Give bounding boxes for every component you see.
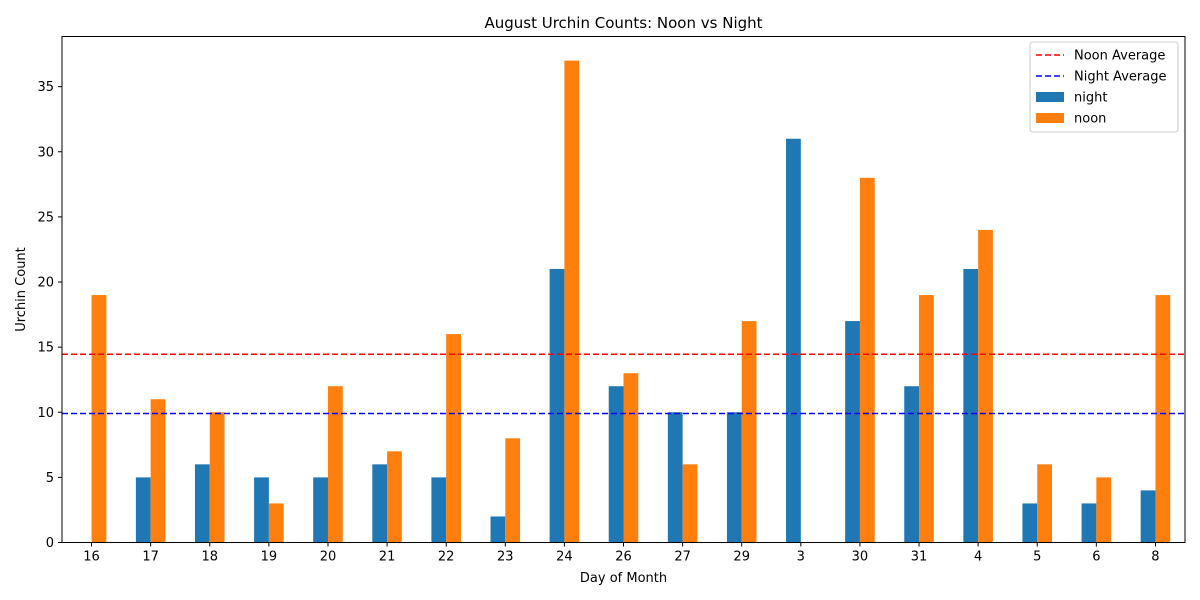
y-tick-label: 15 (37, 341, 54, 356)
bar-noon-23 (505, 438, 521, 543)
bar-noon-24 (564, 60, 580, 543)
legend-box (1029, 41, 1179, 133)
bar-noon-17 (150, 399, 166, 543)
bar-night-30 (845, 321, 860, 543)
bar-night-18 (194, 464, 210, 543)
y-axis: 0 5 10 15 20 25 30 35 (37, 80, 62, 551)
bar-night-29 (726, 412, 742, 543)
bar-night-20 (313, 477, 328, 543)
x-tick-label: 29 (733, 550, 750, 565)
legend-label: Night Average (1074, 70, 1166, 85)
y-tick-label: 5 (46, 471, 54, 486)
bar-noon-6 (1096, 477, 1112, 543)
bar-noon-16 (91, 295, 107, 543)
bar-noon-8 (1155, 295, 1171, 543)
bar-noon-5 (1037, 464, 1053, 543)
x-axis-label: Day of Month (580, 571, 667, 586)
chart-title: August Urchin Counts: Noon vs Night (484, 14, 762, 32)
bar-noon-20 (327, 386, 343, 543)
x-tick-label: 22 (438, 550, 455, 565)
x-tick-label: 18 (201, 550, 218, 565)
legend-patch-swatch (1036, 113, 1064, 123)
y-tick-label: 25 (37, 210, 54, 225)
bar-noon-26 (623, 373, 639, 543)
bar-night-31 (904, 386, 920, 543)
bar-night-26 (608, 386, 624, 543)
legend-label: night (1074, 91, 1107, 106)
x-tick-label: 3 (797, 550, 805, 565)
bar-night-8 (1140, 490, 1156, 543)
reference-lines (62, 353, 1185, 415)
bar-noon-4 (978, 229, 993, 543)
bar-noon-21 (387, 451, 402, 543)
x-tick-label: 8 (1151, 550, 1159, 565)
x-tick-label: 5 (1033, 550, 1041, 565)
legend-label: noon (1074, 112, 1106, 127)
bar-noon-27 (682, 464, 698, 543)
x-tick-label: 19 (261, 550, 278, 565)
x-tick-label: 26 (615, 550, 632, 565)
bar-night-17 (135, 477, 151, 543)
legend-patch-swatch (1036, 92, 1064, 102)
bar-night-3 (786, 138, 801, 543)
x-tick-label: 27 (674, 550, 691, 565)
x-tick-label: 16 (83, 550, 100, 565)
bar-night-22 (431, 477, 447, 543)
x-tick-label: 4 (974, 550, 982, 565)
bar-night-27 (667, 412, 683, 543)
bar-night-23 (490, 516, 506, 543)
x-tick-label: 24 (556, 550, 573, 565)
x-tick-label: 6 (1092, 550, 1100, 565)
bar-night-24 (549, 268, 565, 543)
legend: Noon Average Night Average night noon (1029, 41, 1179, 133)
bar-noon-18 (209, 412, 225, 543)
x-tick-label: 23 (497, 550, 514, 565)
bar-noon-31 (919, 295, 934, 543)
x-tick-label: 17 (142, 550, 159, 565)
bar-night-19 (254, 477, 269, 543)
y-tick-label: 35 (37, 80, 54, 95)
bar-night-5 (1022, 503, 1038, 543)
y-tick-label: 0 (46, 536, 54, 551)
y-tick-label: 30 (37, 145, 54, 160)
bar-noon-22 (446, 334, 461, 543)
y-tick-label: 10 (37, 406, 54, 421)
x-tick-label: 21 (379, 550, 396, 565)
plot-area (91, 60, 1171, 543)
x-tick-label: 31 (911, 550, 928, 565)
bar-night-4 (963, 268, 979, 543)
y-axis-label: Urchin Count (14, 247, 29, 332)
bar-noon-30 (859, 177, 875, 543)
bar-noon-29 (741, 321, 757, 543)
bar-night-6 (1081, 503, 1097, 543)
legend-label: Noon Average (1074, 49, 1165, 64)
bar-noon-19 (268, 503, 284, 543)
y-tick-label: 20 (37, 276, 54, 291)
x-tick-label: 30 (852, 550, 869, 565)
bar-night-21 (372, 464, 388, 543)
x-axis: 16 17 18 19 20 21 22 23 24 26 27 29 3 30 31 4 5 6 8 (83, 542, 1160, 565)
x-tick-label: 20 (320, 550, 337, 565)
